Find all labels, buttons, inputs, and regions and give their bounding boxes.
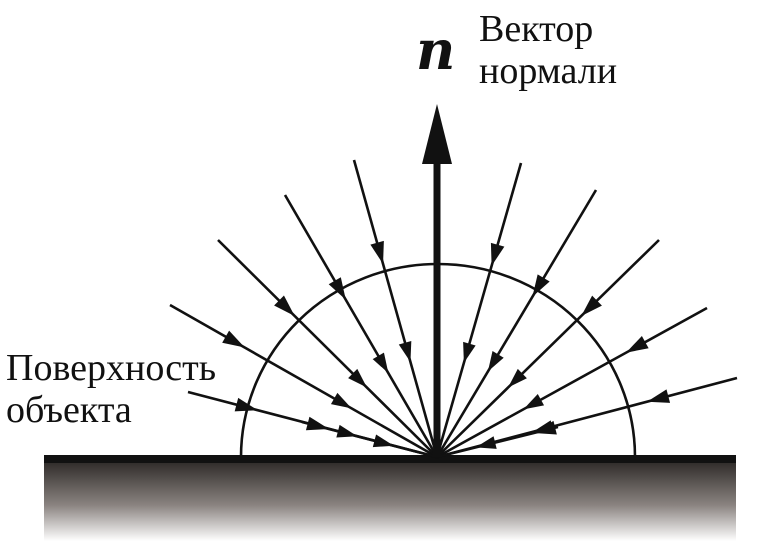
light-ray-arrowhead [330, 392, 352, 409]
surface-label: Поверхность объекта [6, 347, 216, 431]
surface-label-line1: Поверхность [6, 347, 217, 389]
light-ray-arrowhead [581, 295, 602, 316]
light-ray [436, 239, 660, 458]
light-ray [435, 189, 598, 458]
light-ray-arrowhead [370, 240, 384, 264]
light-ray-arrowhead [533, 420, 557, 435]
light-ray-arrowhead [234, 397, 258, 412]
surface-body [44, 461, 736, 541]
normal-vector-arrowhead [422, 104, 452, 164]
light-ray-arrowhead [222, 330, 245, 348]
light-ray-arrowhead [305, 416, 329, 431]
light-ray-arrowhead [274, 295, 295, 316]
light-ray-arrowhead [372, 434, 394, 448]
light-ray-arrowhead [398, 340, 412, 362]
light-ray [352, 159, 439, 458]
light-ray-arrowhead [647, 389, 671, 403]
light-ray-arrowhead [532, 274, 550, 297]
light-ray [435, 162, 523, 458]
light-ray-arrowhead [490, 242, 505, 266]
normal-symbol: n [416, 18, 456, 82]
light-ray-arrowhead [372, 352, 389, 374]
normal-label-line1: Вектор [479, 8, 594, 50]
light-ray-arrowhead [487, 351, 504, 372]
light-ray-arrowhead [348, 368, 367, 388]
rays-group [169, 159, 738, 459]
light-ray [436, 306, 708, 459]
light-ray [217, 239, 438, 458]
light-ray-arrowhead [508, 368, 527, 388]
light-ray [283, 194, 439, 458]
normal-label-line2: нормали [479, 50, 618, 92]
surface-line [44, 455, 736, 463]
light-ray-arrowhead [626, 335, 649, 353]
light-ray-arrowhead [328, 277, 346, 300]
surface-label-line2: объекта [6, 389, 132, 431]
light-ray-arrowhead [523, 393, 545, 410]
normal-vector-label: Вектор нормали [479, 8, 617, 92]
light-ray-arrowhead [475, 436, 497, 449]
light-ray-arrowhead [463, 341, 476, 363]
light-ray [169, 303, 438, 459]
